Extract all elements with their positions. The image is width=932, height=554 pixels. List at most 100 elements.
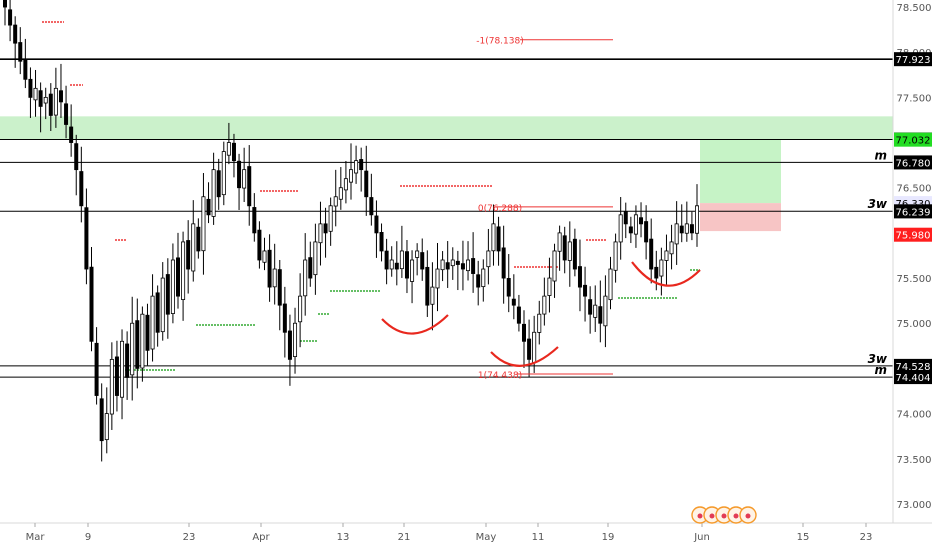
candle-body: [242, 169, 247, 189]
candle-body: [216, 170, 221, 198]
level-price-tag: 74.404: [894, 370, 932, 385]
candle-body: [354, 160, 359, 174]
candle: [79, 146, 84, 223]
candle-body: [155, 292, 160, 333]
candle: [150, 274, 155, 362]
candle: [435, 243, 440, 312]
candle-body: [552, 250, 557, 282]
candle-body: [135, 320, 140, 369]
candle: [496, 216, 501, 266]
candle: [644, 205, 649, 260]
candle-body: [440, 259, 445, 271]
event-icon[interactable]: [739, 506, 757, 524]
event-icon-dot: [745, 513, 751, 519]
candle-body: [639, 217, 644, 225]
candle: [181, 231, 186, 321]
tag-background: [894, 358, 932, 373]
candle-body: [211, 169, 216, 217]
candle-body: [506, 278, 511, 297]
candle-body: [237, 160, 242, 189]
candle: [287, 314, 292, 386]
candle-body: [394, 262, 399, 270]
candle-body: [18, 42, 23, 62]
candle-body: [359, 159, 364, 171]
event-icons[interactable]: [691, 506, 757, 524]
candle-body: [486, 250, 491, 268]
candle: [206, 182, 211, 224]
candle: [659, 247, 664, 296]
candle-body: [38, 90, 43, 107]
fib-level-label: 0(76.288): [478, 204, 522, 214]
candle-body: [364, 170, 369, 198]
y-tick-label: 73.000: [897, 500, 932, 511]
candle: [384, 238, 389, 285]
y-tick-label: 76.500: [897, 184, 932, 195]
candle: [38, 82, 43, 133]
candle-body: [94, 342, 99, 396]
candle: [588, 286, 593, 334]
price-tag-label: 75.980: [896, 231, 931, 242]
candle-body: [53, 87, 58, 116]
candle: [125, 331, 130, 400]
price-tag: 77.032: [894, 132, 932, 147]
candle: [109, 342, 114, 430]
candle: [196, 218, 201, 259]
candle: [552, 243, 557, 298]
candle: [608, 256, 613, 310]
x-tick-label: 23: [183, 532, 196, 543]
candle: [338, 167, 343, 210]
candle: [399, 225, 404, 278]
candle: [481, 259, 486, 302]
price-tags-layer: 77.92377.03476.780m76.2403w74.5283w74.40…: [868, 52, 932, 385]
candle: [318, 201, 323, 266]
candle-body: [415, 250, 420, 258]
candle: [13, 16, 18, 68]
candle: [354, 145, 359, 184]
candle: [593, 285, 598, 332]
candle: [542, 277, 547, 326]
candle-body: [262, 250, 267, 263]
candle-body: [598, 306, 603, 324]
candle: [130, 296, 135, 401]
candle: [613, 233, 618, 283]
candle: [282, 286, 287, 358]
timeframe-tag: m: [874, 363, 887, 377]
pattern-arc: [490, 346, 559, 367]
candle: [272, 243, 277, 305]
candle-body: [608, 268, 613, 301]
candle: [695, 184, 700, 247]
candle-body: [348, 169, 353, 183]
candle: [374, 200, 379, 258]
candle: [140, 306, 145, 382]
candle-body: [374, 215, 379, 234]
candle: [583, 266, 588, 322]
candle: [455, 250, 460, 291]
candle-body: [404, 251, 409, 279]
candle: [425, 250, 430, 317]
candle-body: [689, 224, 694, 234]
event-icon[interactable]: [727, 506, 745, 524]
candle: [689, 211, 694, 241]
candle: [328, 197, 333, 246]
candle: [231, 133, 236, 178]
tag-background: [894, 52, 932, 67]
candle-body: [48, 93, 53, 116]
candle-body: [577, 266, 582, 288]
candle-body: [28, 78, 33, 98]
candle: [639, 202, 644, 238]
candle: [506, 254, 511, 313]
candle: [557, 225, 562, 271]
candle-body: [247, 166, 252, 207]
candle-body: [644, 221, 649, 243]
candle-body: [99, 398, 104, 442]
candle-body: [572, 238, 577, 270]
candle: [58, 63, 63, 118]
level-price-label: 74.404: [896, 373, 931, 384]
candle: [53, 67, 58, 128]
candle: [114, 340, 119, 412]
candle-body: [603, 295, 608, 327]
candle: [516, 294, 521, 332]
candle-body: [130, 322, 135, 376]
